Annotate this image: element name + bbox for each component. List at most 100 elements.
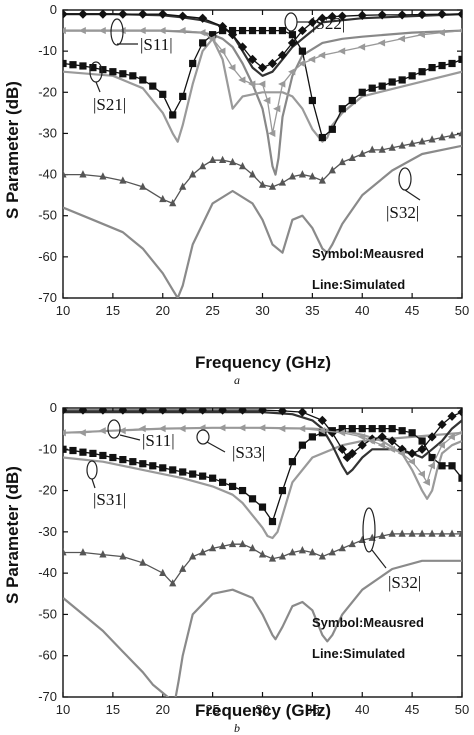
x-tick-label: 10 [56, 303, 70, 318]
marker-point [208, 35, 216, 43]
annotations-a: |S11| |S22| |S21| |S32| [89, 12, 421, 222]
marker-point [338, 425, 346, 433]
marker-point [428, 135, 436, 143]
marker-point [189, 59, 197, 68]
marker-point [408, 529, 416, 537]
y-axis-label-b: S Parameter (dB) [3, 466, 22, 604]
marker-point [99, 451, 107, 460]
marker-point [387, 445, 396, 453]
marker-point [307, 55, 316, 63]
y-tick-label: -50 [38, 606, 57, 621]
marker-point [408, 139, 416, 147]
marker-point [337, 11, 347, 21]
marker-point [138, 408, 148, 415]
marker-point [408, 429, 416, 437]
marker-point [448, 59, 456, 68]
marker-point [438, 61, 446, 70]
marker-point [348, 539, 356, 548]
marker-point [258, 503, 267, 511]
x-tick-label: 30 [255, 702, 269, 717]
marker-point [78, 408, 88, 415]
marker-point [63, 429, 66, 437]
y-tick-labels-b: 0 -10 -20 -30 -40 -50 -60 -70 [38, 400, 57, 704]
marker-point [98, 408, 108, 415]
simulated-line-2 [63, 411, 462, 476]
x-axis-label-a: Frequency (GHz) [195, 353, 331, 372]
marker-point [63, 548, 67, 556]
marker-point [327, 11, 337, 22]
marker-point [139, 76, 147, 84]
chart-panel-b: 10 15 20 25 30 35 40 45 50 0 -10 -20 -30 -40 -50 -60 -7… [3, 400, 469, 735]
annotation-s33-b: |S33| [232, 443, 265, 462]
marker-point [79, 62, 87, 70]
x-tick-label: 25 [205, 702, 219, 717]
marker-point [308, 548, 316, 556]
marker-point [378, 425, 386, 433]
marker-point [457, 28, 462, 33]
marker-point [427, 462, 435, 470]
marker-point [458, 129, 462, 137]
marker-point [298, 170, 306, 178]
y-axis-label-a: S Parameter (dB) [3, 81, 22, 219]
marker-point [417, 470, 425, 478]
marker-point [257, 408, 268, 415]
marker-point [258, 26, 267, 35]
y-tick-label: -30 [38, 125, 57, 140]
marker-point [308, 96, 316, 105]
marker-point [63, 26, 66, 35]
marker-point [199, 548, 207, 556]
x-tick-label: 45 [405, 303, 419, 318]
marker-point [238, 486, 247, 495]
marker-point [458, 529, 462, 537]
marker-point [278, 552, 287, 560]
marker-point [458, 55, 462, 63]
y-tick-label: -60 [38, 249, 57, 264]
annotation-s11-b: |S11| [142, 431, 175, 450]
y-tick-label: -10 [38, 43, 57, 58]
marker-point [118, 408, 128, 415]
marker-point [139, 182, 147, 190]
marker-point [209, 543, 217, 552]
marker-point [179, 92, 187, 100]
marker-point [158, 408, 168, 415]
y-tick-label: -70 [38, 290, 57, 305]
marker-point [139, 460, 147, 468]
marker-point [397, 449, 406, 458]
marker-point [428, 64, 436, 72]
marker-point [268, 517, 277, 526]
marker-point [218, 424, 226, 432]
marker-point [378, 145, 386, 153]
marker-point [238, 26, 247, 35]
y-tick-label: -60 [38, 648, 57, 663]
marker-point [263, 96, 271, 105]
marker-point [218, 21, 228, 32]
x-tick-label: 10 [56, 702, 70, 717]
marker-point [357, 440, 367, 450]
marker-point [178, 11, 188, 21]
marker-point [388, 78, 396, 86]
marker-point [218, 408, 228, 415]
marker-point [228, 482, 237, 491]
marker-point [407, 458, 416, 466]
marker-point [198, 29, 206, 37]
marker-point [219, 155, 227, 164]
simulated-line-2 [63, 29, 462, 176]
marker-point [438, 462, 446, 470]
marker-point [138, 10, 148, 19]
marker-point [338, 157, 346, 166]
marker-point [328, 166, 336, 174]
note-measured-b: Symbol:Meausred [312, 615, 424, 630]
marker-point [158, 425, 166, 433]
plot-area-a [62, 9, 463, 299]
marker-point [78, 26, 86, 35]
x-tick-label: 35 [305, 702, 319, 717]
marker-point [337, 47, 346, 55]
simulated-line-3 [63, 37, 462, 143]
marker-point [169, 466, 177, 474]
marker-point [297, 25, 307, 36]
marker-point [199, 472, 207, 480]
marker-point [377, 441, 386, 449]
x-tick-label: 15 [106, 303, 120, 318]
marker-point [178, 425, 186, 433]
